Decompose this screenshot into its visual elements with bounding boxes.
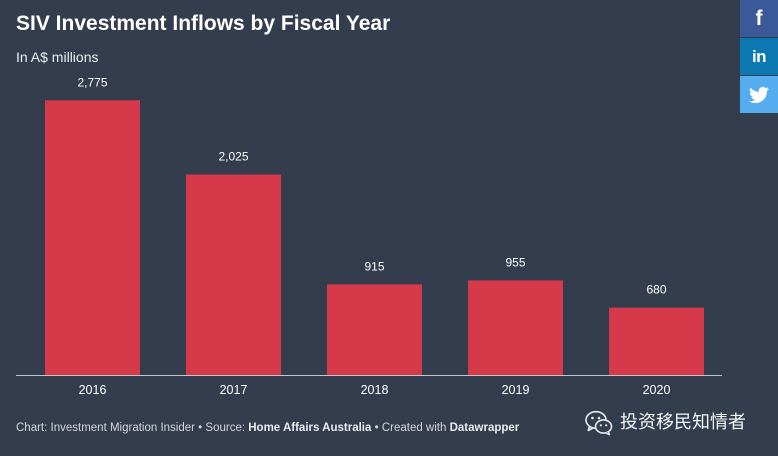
datawrapper-link[interactable]: Datawrapper xyxy=(449,422,520,434)
chart-title: SIV Investment Inflows by Fiscal Year xyxy=(16,12,391,35)
x-tick-label-2019: 2019 xyxy=(502,383,530,397)
linkedin-icon: in xyxy=(751,47,767,66)
created-with-label: Created with xyxy=(381,422,447,434)
x-tick-label-2016: 2016 xyxy=(79,383,107,397)
chart-footer: Chart: Investment Migration Insider • So… xyxy=(16,420,519,436)
twitter-icon xyxy=(749,86,769,103)
watermark: 投资移民知情者 xyxy=(585,408,746,438)
watermark-text: 投资移民知情者 xyxy=(620,412,746,433)
chart-subtitle: In A$ millions xyxy=(16,49,99,65)
data-labels: 2,775 2,025 915 955 680 xyxy=(77,75,666,296)
bar-chart: 2,775 2,025 915 955 680 2016 2017 2018 2019 2020 xyxy=(16,75,722,397)
data-label-2018: 915 xyxy=(364,259,384,273)
facebook-share-button[interactable]: f xyxy=(740,0,778,37)
bar-2018 xyxy=(327,284,422,375)
bar-2020 xyxy=(609,307,704,375)
footer-separator: • xyxy=(374,422,379,434)
footer-separator: • xyxy=(198,422,203,434)
bar-series xyxy=(45,100,704,376)
x-tick-label-2018: 2018 xyxy=(361,383,389,397)
twitter-share-button[interactable] xyxy=(740,76,778,113)
wechat-icon xyxy=(585,410,613,436)
linkedin-share-button[interactable]: in xyxy=(740,38,778,75)
facebook-icon: f xyxy=(755,7,763,30)
bar-2019 xyxy=(468,280,563,375)
chart-credit: Chart: Investment Migration Insider xyxy=(16,422,195,434)
data-label-2019: 955 xyxy=(505,255,525,269)
x-axis-tick-labels: 2016 2017 2018 2019 2020 xyxy=(79,383,671,397)
data-label-2020: 680 xyxy=(646,283,666,297)
bar-2016 xyxy=(45,100,140,376)
data-label-2017: 2,025 xyxy=(218,150,248,164)
source-label: Source: xyxy=(205,422,246,434)
x-tick-label-2017: 2017 xyxy=(220,383,248,397)
source-link[interactable]: Home Affairs Australia xyxy=(248,422,372,434)
x-tick-label-2020: 2020 xyxy=(643,383,671,397)
bar-2017 xyxy=(186,174,281,375)
data-label-2016: 2,775 xyxy=(77,75,107,89)
share-bar: f in xyxy=(740,0,778,114)
